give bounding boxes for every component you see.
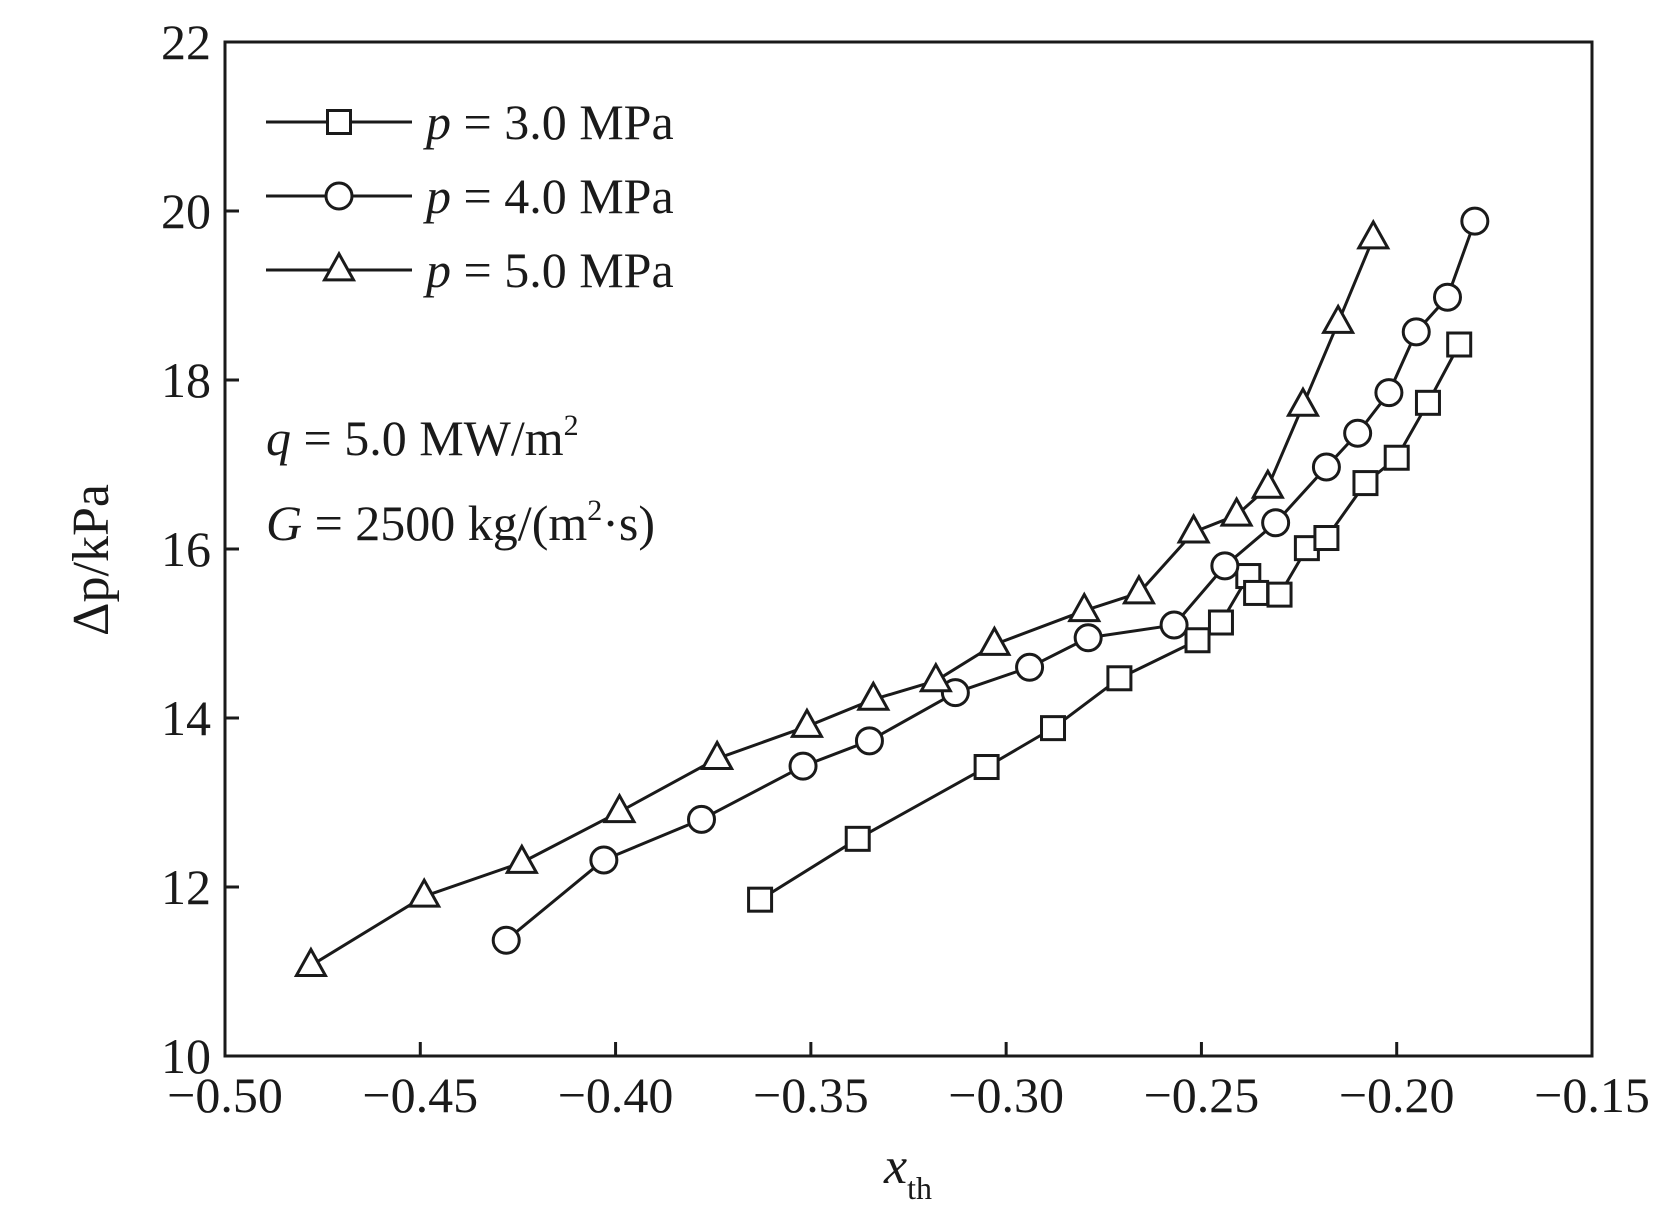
data-point-square (1446, 331, 1473, 358)
data-point-circle (854, 726, 884, 756)
data-point-circle (788, 751, 818, 781)
data-point-square (1207, 609, 1234, 636)
data-point-square (1266, 581, 1293, 608)
data-point-triangle (1321, 303, 1356, 334)
y-tick-label: 14 (161, 690, 211, 746)
data-point-circle (1460, 206, 1490, 236)
y-tick-label: 12 (161, 859, 211, 915)
data-point-triangle (1285, 386, 1321, 417)
data-point-triangle (1356, 218, 1391, 250)
data-point-circle (1159, 610, 1189, 640)
y-tick-label: 18 (161, 352, 211, 408)
data-point-circle (1261, 508, 1291, 538)
annotation-heat-flux-var: q (266, 410, 291, 466)
data-point-triangle (1176, 512, 1211, 544)
legend-label: p = 4.0 MPa (423, 168, 674, 224)
data-point-circle (1343, 418, 1373, 448)
data-point-circle (589, 845, 619, 875)
annotation-heat-flux-sup: 2 (564, 409, 579, 442)
data-point-circle (1432, 282, 1462, 312)
series-square (747, 331, 1473, 913)
data-point-square (747, 886, 774, 913)
x-tick-label: −0.35 (753, 1067, 869, 1123)
x-tick-label: −0.15 (1534, 1067, 1650, 1123)
data-point-square (844, 825, 871, 852)
data-point-triangle (602, 792, 637, 824)
data-point-square (1414, 389, 1441, 416)
data-point-triangle (1121, 573, 1156, 605)
data-point-circle (1073, 623, 1103, 653)
data-point-circle (1015, 652, 1045, 682)
series-triangle (293, 218, 1391, 977)
x-axis-title-var: x (883, 1138, 907, 1195)
y-tick-label: 16 (161, 521, 211, 577)
data-point-square (1184, 627, 1211, 654)
legend-entry: p = 4.0 MPa (266, 168, 674, 224)
data-point-circle (1401, 317, 1431, 347)
y-tick-label: 20 (161, 183, 211, 239)
annotation-mass-flux-var: G (266, 495, 302, 551)
data-point-triangle (1250, 468, 1285, 499)
series-circle (491, 206, 1490, 955)
data-point-triangle (1067, 591, 1102, 623)
legend-marker-square (326, 109, 352, 135)
series-line (310, 237, 1375, 967)
data-point-square (973, 754, 1000, 781)
annotation-heat-flux: q = 5.0 MW/m2 (266, 409, 579, 466)
data-point-triangle (293, 946, 328, 977)
x-axis-title-sub: th (907, 1170, 932, 1206)
annotation-mass-flux-text: = 2500 kg/(m (302, 495, 587, 551)
legend-entry: p = 3.0 MPa (266, 94, 674, 150)
annotation-heat-flux-text: = 5.0 MW/m (291, 410, 564, 466)
annotation-mass-flux: G = 2500 kg/(m2·s) (266, 494, 655, 551)
data-point-triangle (504, 843, 539, 874)
series-layer (293, 206, 1490, 977)
legend-label-value: = 5.0 MPa (451, 242, 674, 298)
x-tick-label: −0.45 (362, 1067, 478, 1123)
data-point-square (1106, 665, 1133, 692)
data-point-circle (1210, 551, 1240, 581)
x-axis-title: xth (883, 1138, 932, 1206)
x-tick-label: −0.20 (1339, 1067, 1455, 1123)
data-point-square (1352, 470, 1379, 497)
legend-marker-circle (324, 181, 354, 211)
data-point-square (1040, 715, 1067, 742)
y-axis-ticks: 10 12 14 16 18 20 22 (161, 14, 239, 1084)
data-point-triangle (700, 739, 735, 770)
x-tick-label: −0.25 (1144, 1067, 1260, 1123)
legend-label-value: = 4.0 MPa (451, 168, 674, 224)
data-point-circle (1311, 452, 1341, 482)
data-point-triangle (1219, 496, 1254, 527)
data-point-circle (1374, 378, 1404, 408)
legend-label: p = 5.0 MPa (423, 242, 674, 298)
x-tick-label: −0.50 (167, 1067, 283, 1123)
data-point-circle (491, 925, 521, 955)
data-point-triangle (856, 680, 891, 711)
data-point-triangle (789, 707, 825, 738)
legend-label-var: p (423, 242, 451, 298)
y-tick-label: 22 (161, 14, 211, 70)
y-tick-label: 10 (161, 1028, 211, 1084)
x-tick-label: −0.30 (948, 1067, 1064, 1123)
annotation-mass-flux-sup: 2 (587, 494, 602, 527)
data-point-square (1313, 525, 1340, 552)
legend-label: p = 3.0 MPa (423, 94, 674, 150)
data-point-circle (686, 804, 716, 834)
legend-marker-triangle (321, 250, 357, 282)
y-axis-title: Δp/kPa (63, 484, 120, 636)
data-point-square (1383, 444, 1410, 471)
legend-entry: p = 5.0 MPa (266, 242, 674, 298)
x-axis-ticks: −0.50 −0.45 −0.40 −0.35 −0.30 −0.25 −0.20 −0.15 (167, 1042, 1650, 1123)
x-tick-label: −0.40 (558, 1067, 674, 1123)
legend-label-var: p (423, 168, 451, 224)
data-point-triangle (918, 661, 953, 693)
legend-label-value: = 3.0 MPa (451, 94, 674, 150)
data-point-triangle (407, 877, 442, 908)
data-point-triangle (977, 625, 1012, 656)
legend-label-var: p (423, 94, 451, 150)
annotation-mass-flux-tail: ·s) (602, 495, 655, 551)
data-point-square (1243, 579, 1270, 606)
